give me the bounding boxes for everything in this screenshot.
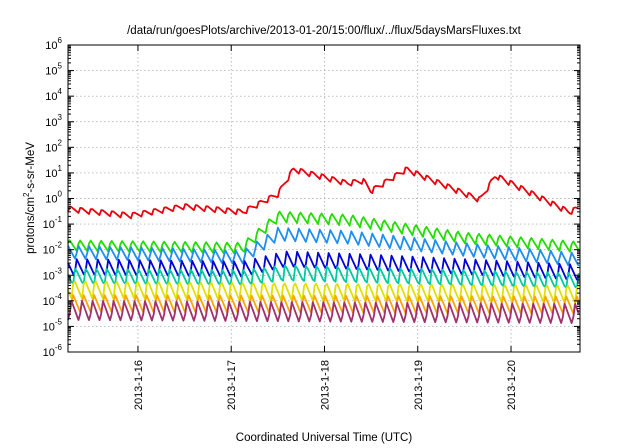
x-axis: 2013-1-16 2013-1-17 2013-1-18 2013-1-19 2013…: [133, 45, 518, 410]
y-axis-label-tail: -s-sr-MeV: [25, 142, 37, 193]
series-group: [67, 166, 580, 325]
y-axis-label-exponent: 2: [22, 192, 31, 197]
series-line-3: [67, 226, 580, 267]
y-tick-label: 105: [45, 62, 62, 78]
y-tick-exponent: -4: [55, 292, 63, 301]
x-tick-label: 2013-1-18: [319, 360, 331, 410]
series-line-8: [67, 299, 580, 325]
y-tick-label: 100: [45, 190, 62, 206]
x-tick-label: 2013-1-16: [133, 360, 145, 410]
y-tick-base: 10: [45, 91, 57, 103]
y-tick-exponent: 0: [58, 190, 63, 199]
series-line-2: [67, 210, 580, 255]
y-axis-label: protons/cm2-s-sr-MeV: [22, 142, 37, 254]
chart-title: /data/run/goesPlots/archive/2013-01-20/1…: [127, 25, 522, 37]
y-axis-label-main: protons/cm: [25, 197, 37, 254]
y-tick-base: 10: [45, 142, 57, 154]
y-tick-exponent: -5: [55, 317, 63, 326]
y-tick-label: 10-1: [43, 215, 63, 231]
x-tick-label: 2013-1-20: [506, 360, 518, 410]
y-tick-exponent: 4: [58, 87, 63, 96]
y-tick-base: 10: [43, 270, 55, 282]
y-tick-label: 103: [45, 113, 62, 129]
y-tick-base: 10: [45, 117, 57, 129]
y-tick-base: 10: [43, 347, 55, 359]
x-tick-label: 2013-1-19: [413, 360, 425, 410]
y-tick-label: 10-3: [43, 266, 63, 282]
x-tick-label: 2013-1-17: [226, 360, 238, 410]
y-tick-base: 10: [43, 296, 55, 308]
series-line-5: [67, 264, 580, 289]
series-line-1: [67, 166, 579, 220]
y-tick-exponent: -6: [55, 343, 63, 352]
y-tick-base: 10: [43, 219, 55, 231]
y-tick-label: 10-4: [43, 292, 63, 308]
y-tick-label: 102: [45, 138, 62, 154]
y-tick-exponent: 2: [58, 138, 63, 147]
y-tick-exponent: 1: [58, 164, 63, 173]
y-tick-exponent: 5: [58, 62, 63, 71]
y-axis: 10-610-510-410-310-210-11001011021031041…: [43, 36, 580, 359]
y-tick-exponent: -2: [55, 241, 63, 250]
y-tick-exponent: -1: [55, 215, 63, 224]
y-tick-label: 104: [45, 87, 62, 103]
y-tick-exponent: -3: [55, 266, 63, 275]
x-axis-label: Coordinated Universal Time (UTC): [236, 432, 413, 444]
y-tick-exponent: 6: [58, 36, 63, 45]
y-tick-base: 10: [45, 168, 57, 180]
y-tick-base: 10: [45, 194, 57, 206]
y-tick-base: 10: [43, 245, 55, 257]
y-tick-label: 10-6: [43, 343, 63, 359]
y-tick-label: 10-2: [43, 241, 63, 257]
y-tick-base: 10: [45, 40, 57, 52]
y-tick-base: 10: [45, 66, 57, 78]
y-tick-base: 10: [43, 321, 55, 333]
y-tick-label: 101: [45, 164, 62, 180]
y-tick-label: 106: [45, 36, 62, 52]
y-tick-exponent: 3: [58, 113, 63, 122]
y-tick-label: 10-5: [43, 317, 63, 333]
